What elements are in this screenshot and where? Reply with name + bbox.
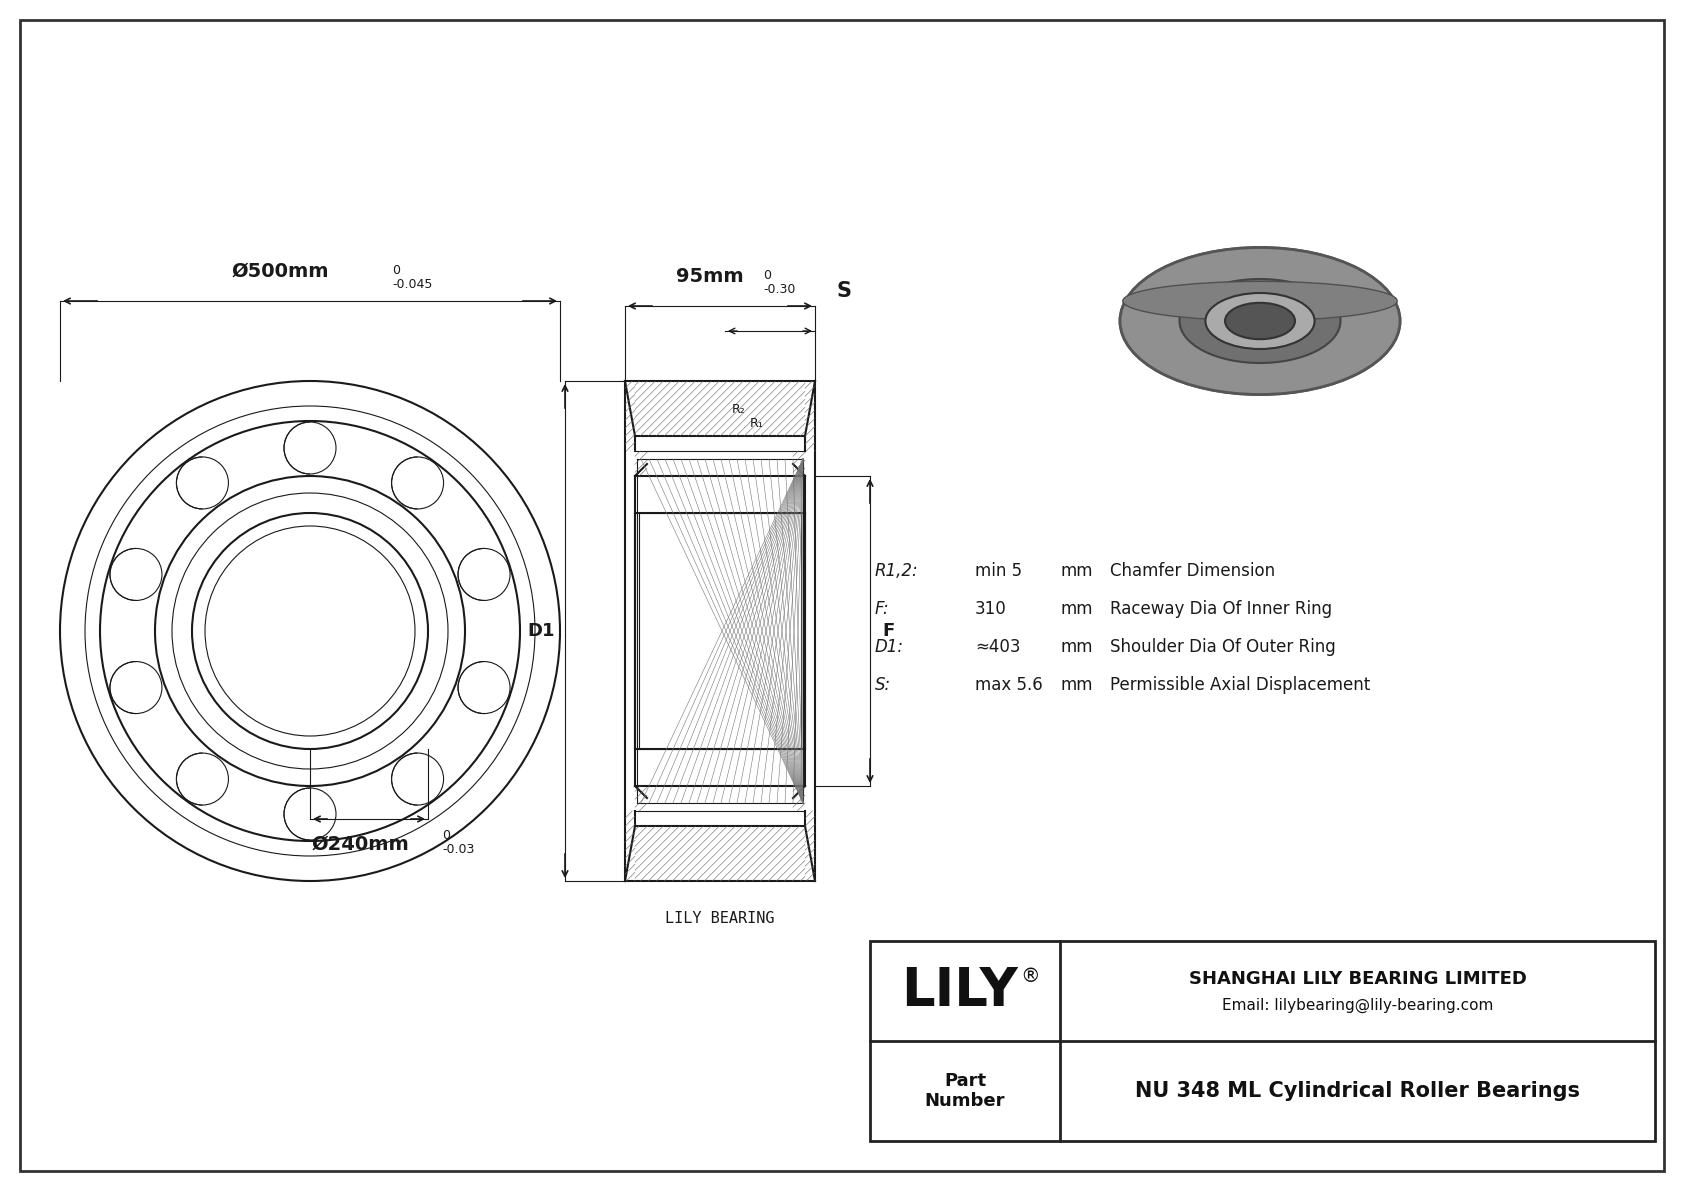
Text: LILY BEARING: LILY BEARING [665,911,775,925]
Text: Part
Number: Part Number [925,1072,1005,1110]
Ellipse shape [1179,279,1340,363]
Text: -0.03: -0.03 [441,843,475,856]
Text: LILY: LILY [901,965,1019,1017]
Text: 95mm: 95mm [677,267,744,286]
Text: mm: mm [1059,676,1093,694]
Text: S:: S: [876,676,891,694]
Text: F:: F: [876,600,889,618]
Text: 310: 310 [975,600,1007,618]
Ellipse shape [1120,248,1399,394]
Text: Raceway Dia Of Inner Ring: Raceway Dia Of Inner Ring [1110,600,1332,618]
Text: Ø240mm: Ø240mm [312,835,409,854]
Text: NU 348 ML Cylindrical Roller Bearings: NU 348 ML Cylindrical Roller Bearings [1135,1081,1580,1100]
Text: Email: lilybearing@lily-bearing.com: Email: lilybearing@lily-bearing.com [1223,997,1494,1012]
Ellipse shape [1120,248,1399,394]
Text: 0: 0 [763,269,771,282]
Text: D1:: D1: [876,638,904,656]
Text: mm: mm [1059,562,1093,580]
Text: -0.30: -0.30 [763,283,795,297]
Text: Ø500mm: Ø500mm [231,262,328,281]
Ellipse shape [1224,303,1295,339]
Ellipse shape [1123,281,1398,320]
Text: S: S [837,281,852,301]
Text: min 5: min 5 [975,562,1022,580]
Text: R₁: R₁ [749,417,765,430]
Text: mm: mm [1059,600,1093,618]
Text: R₂: R₂ [733,403,746,416]
Text: mm: mm [1059,638,1093,656]
Text: Chamfer Dimension: Chamfer Dimension [1110,562,1275,580]
Text: 0: 0 [392,264,401,278]
Text: R1,2:: R1,2: [876,562,919,580]
Text: ≈403: ≈403 [975,638,1021,656]
Text: D1: D1 [527,622,556,640]
Text: Shoulder Dia Of Outer Ring: Shoulder Dia Of Outer Ring [1110,638,1335,656]
Text: max 5.6: max 5.6 [975,676,1042,694]
Text: F: F [882,622,894,640]
Text: ®: ® [1021,967,1039,985]
Ellipse shape [1206,293,1315,349]
Text: -0.045: -0.045 [392,278,433,291]
Text: 0: 0 [441,829,450,842]
Text: Permissible Axial Displacement: Permissible Axial Displacement [1110,676,1371,694]
Text: SHANGHAI LILY BEARING LIMITED: SHANGHAI LILY BEARING LIMITED [1189,969,1526,989]
